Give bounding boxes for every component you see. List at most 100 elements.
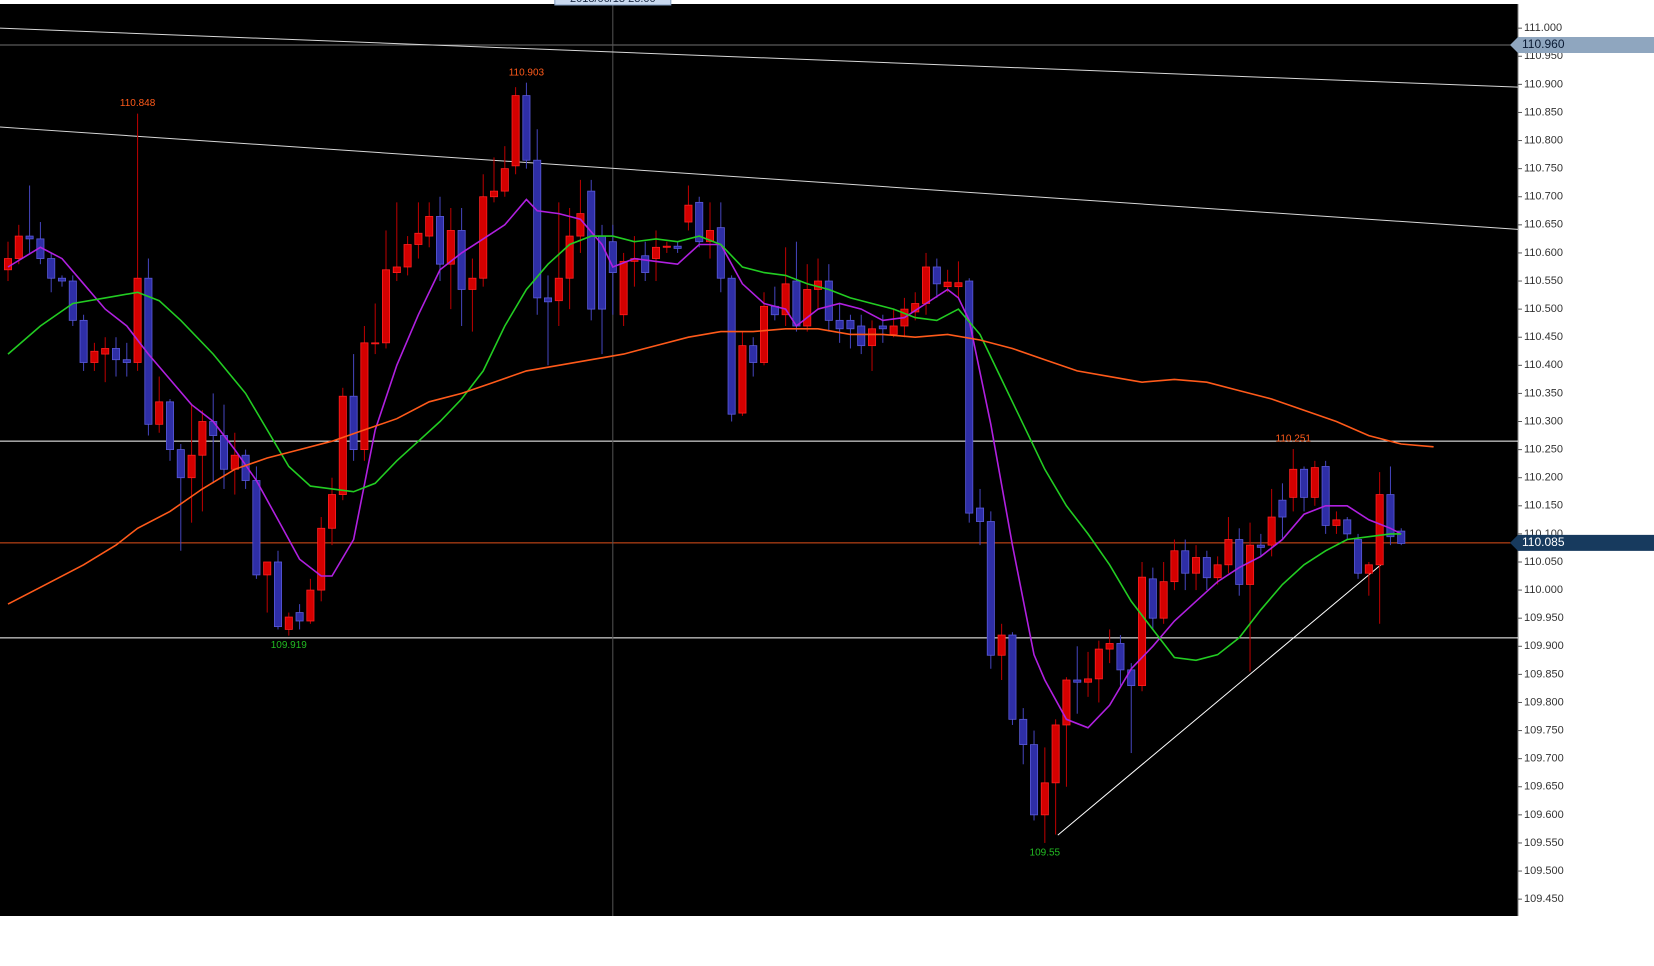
- candle-body: [684, 204, 693, 223]
- y-tick-label: 110.350: [1524, 387, 1563, 399]
- candle-body: [760, 305, 769, 363]
- candle-body: [652, 246, 661, 259]
- candle-body: [176, 449, 185, 479]
- y-tick-label: 109.700: [1524, 753, 1564, 765]
- plot-area: [0, 4, 1518, 916]
- candle-body: [738, 345, 747, 414]
- price-tag-label: 110.960: [1522, 37, 1565, 51]
- candle-body: [954, 282, 963, 288]
- y-tick-label: 110.400: [1524, 359, 1563, 371]
- candle-body: [241, 454, 250, 481]
- candle-body: [608, 241, 617, 273]
- y-tick-label: 109.550: [1524, 837, 1564, 849]
- candle-body: [824, 280, 833, 321]
- candle-body: [846, 319, 855, 330]
- candle-body: [576, 213, 585, 237]
- candle-body: [457, 230, 466, 290]
- candle-body: [220, 435, 229, 470]
- extreme-label: 110.251: [1276, 434, 1312, 445]
- y-tick-label: 109.600: [1524, 809, 1564, 821]
- candle-body: [425, 216, 434, 237]
- candle-body: [965, 280, 974, 514]
- candle-body: [889, 325, 898, 335]
- candle-body: [1019, 718, 1028, 746]
- candle-body: [144, 277, 153, 425]
- candle-body: [706, 230, 715, 243]
- y-tick-label: 110.700: [1524, 191, 1563, 203]
- extreme-label: 109.919: [271, 640, 308, 651]
- candle-body: [101, 348, 110, 355]
- candle-body: [133, 277, 142, 363]
- y-tick-label: 110.800: [1524, 134, 1563, 146]
- candle-body: [349, 395, 358, 451]
- candle-body: [1051, 724, 1060, 784]
- candle-body: [468, 277, 477, 290]
- candle-body: [1278, 499, 1287, 518]
- y-tick-label: 109.750: [1524, 724, 1564, 736]
- candle-body: [781, 283, 790, 316]
- candle-body: [403, 244, 412, 268]
- candle-body: [14, 235, 23, 259]
- candle-body: [1181, 550, 1190, 574]
- moving-average-line: [7, 328, 1434, 605]
- candle-body: [565, 235, 574, 279]
- candle-body: [1397, 530, 1406, 544]
- y-tick-label: 110.900: [1524, 78, 1563, 90]
- candle-body: [274, 561, 283, 628]
- y-tick-label: 110.300: [1524, 415, 1563, 427]
- trend-line: [0, 126, 1518, 230]
- trend-line: [0, 27, 1518, 88]
- y-tick-label: 110.450: [1524, 331, 1563, 343]
- candle-body: [490, 190, 499, 198]
- candle-body: [673, 245, 682, 249]
- y-tick-label: 110.500: [1524, 303, 1563, 315]
- candle-body: [57, 277, 66, 282]
- candle-body: [857, 325, 866, 347]
- candle-body: [1375, 494, 1384, 566]
- candle-body: [997, 634, 1006, 656]
- candle-body: [803, 289, 812, 327]
- extreme-label: 110.848: [120, 98, 156, 109]
- y-tick-label: 109.650: [1524, 781, 1564, 793]
- y-tick-label: 110.000: [1524, 584, 1563, 596]
- candle-body: [1224, 539, 1233, 566]
- candle-body: [1289, 468, 1298, 498]
- y-tick-label: 109.450: [1524, 893, 1564, 905]
- candle-body: [1246, 544, 1255, 585]
- moving-average-line: [7, 235, 1402, 662]
- candle-body: [749, 345, 758, 363]
- candle-body: [976, 507, 985, 522]
- candle-body: [1105, 643, 1114, 650]
- y-tick-label: 109.900: [1524, 640, 1564, 652]
- candle-body: [554, 277, 563, 302]
- candle-body: [1040, 782, 1049, 816]
- y-tick-label: 109.850: [1524, 668, 1564, 680]
- y-tick-label: 111.000: [1524, 22, 1562, 34]
- candle-body: [792, 280, 801, 327]
- y-tick-label: 110.200: [1524, 472, 1563, 484]
- candle-body: [1213, 564, 1222, 579]
- candle-body: [317, 527, 326, 591]
- candle-body: [1094, 648, 1103, 680]
- candle-body: [371, 342, 380, 345]
- candle-body: [47, 258, 56, 279]
- candle-body: [1170, 550, 1179, 583]
- extreme-label: 109.55: [1030, 848, 1061, 859]
- candle-body: [587, 190, 596, 310]
- candle-body: [1354, 539, 1363, 574]
- candle-body: [436, 216, 445, 265]
- candle-body: [641, 255, 650, 273]
- candle-body: [68, 280, 77, 321]
- candle-body: [835, 319, 844, 330]
- y-tick-label: 110.650: [1524, 219, 1563, 231]
- y-tick-label: 110.750: [1524, 163, 1563, 175]
- candle-body: [727, 277, 736, 415]
- candle-body: [1202, 557, 1211, 579]
- candle-body: [511, 95, 520, 167]
- candle-body: [1364, 564, 1373, 574]
- candle-body: [1321, 466, 1330, 526]
- candle-body: [165, 401, 174, 451]
- candle-body: [338, 395, 347, 495]
